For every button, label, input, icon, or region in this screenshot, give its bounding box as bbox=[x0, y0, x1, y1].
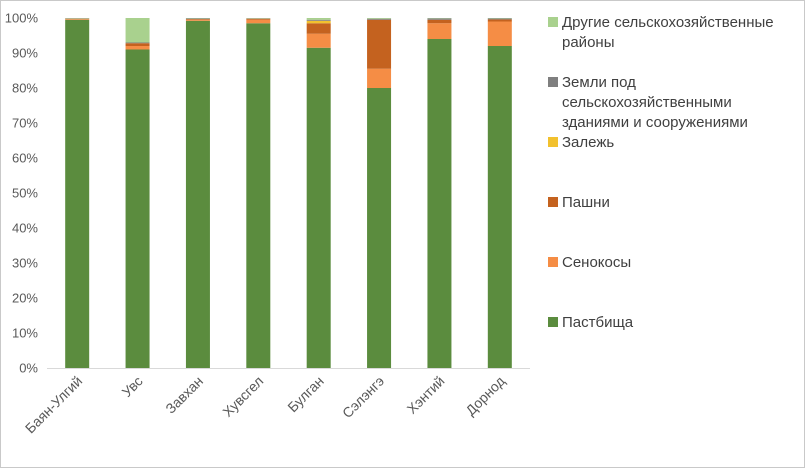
legend-item: Пастбища bbox=[548, 314, 634, 331]
bar-segment bbox=[306, 47, 331, 368]
y-tick-label: 80% bbox=[12, 81, 38, 96]
legend-item: Другие сельскохозяйственные районы bbox=[548, 14, 774, 51]
x-tick-label: Сэлэнгэ bbox=[339, 373, 387, 421]
bar-segment bbox=[246, 18, 271, 20]
legend-swatch bbox=[548, 137, 558, 147]
y-tick-label: 90% bbox=[12, 46, 38, 61]
bar-segment bbox=[125, 42, 150, 44]
bar-segment bbox=[65, 19, 90, 368]
legend-label: Пастбища bbox=[562, 314, 634, 331]
bar-segment bbox=[306, 19, 331, 21]
bar-segment bbox=[185, 18, 210, 20]
legend-swatch bbox=[548, 257, 558, 267]
legend-label: Залежь bbox=[562, 134, 614, 151]
legend-label: Земли под bbox=[562, 74, 636, 91]
bar-segment bbox=[125, 18, 150, 43]
legend-item: Сенокосы bbox=[548, 254, 631, 271]
legend-label: зданиями и сооружениями bbox=[562, 114, 748, 131]
y-tick-label: 70% bbox=[12, 116, 38, 131]
legend-item: Пашни bbox=[548, 194, 610, 211]
x-tick-label: Хувсгел bbox=[219, 373, 266, 420]
bar-segment bbox=[427, 19, 452, 24]
bar-segment bbox=[125, 49, 150, 368]
x-tick-label: Завхан bbox=[162, 373, 206, 417]
y-tick-label: 40% bbox=[12, 221, 38, 236]
legend-label: сельскохозяйственными bbox=[562, 94, 732, 111]
bar-segment bbox=[487, 19, 512, 22]
legend-label: Пашни bbox=[562, 194, 610, 211]
bar-segment bbox=[367, 19, 392, 69]
bar-stacks bbox=[65, 18, 512, 369]
legend-swatch bbox=[548, 317, 558, 327]
bar-segment bbox=[367, 18, 392, 19]
x-tick-label: Хэнтий bbox=[404, 373, 448, 417]
x-tick-label: Булган bbox=[284, 373, 326, 415]
legend: Другие сельскохозяйственные районы Земли п… bbox=[548, 14, 774, 331]
bar-segment bbox=[65, 19, 90, 20]
bar-segment bbox=[246, 19, 271, 24]
bar-segment bbox=[367, 88, 392, 368]
bar-segment bbox=[125, 43, 150, 46]
legend-label: Другие сельскохозяйственные bbox=[562, 14, 774, 31]
x-tick-label: Дорнод bbox=[462, 373, 508, 419]
bar-segment bbox=[367, 18, 392, 20]
bar-segment bbox=[487, 46, 512, 368]
bar-segment bbox=[185, 19, 210, 21]
legend-swatch bbox=[548, 17, 558, 27]
bar-segment bbox=[427, 39, 452, 368]
y-tick-label: 20% bbox=[12, 291, 38, 306]
bar-segment bbox=[306, 23, 331, 34]
y-tick-label: 30% bbox=[12, 256, 38, 271]
bar-segment bbox=[487, 18, 512, 20]
y-tick-label: 0% bbox=[19, 361, 38, 376]
bar-segment bbox=[125, 46, 150, 50]
y-tick-label: 50% bbox=[12, 186, 38, 201]
x-tick-label: Увс bbox=[119, 373, 146, 400]
bar-segment bbox=[427, 23, 452, 39]
legend-swatch bbox=[548, 197, 558, 207]
legend-label: районы bbox=[562, 34, 614, 51]
bar-segment bbox=[427, 18, 452, 20]
bar-segment bbox=[246, 23, 271, 368]
bar-segment bbox=[306, 18, 331, 20]
legend-item: Земли под сельскохозяйственными зданиями и… bbox=[548, 74, 748, 131]
bar-segment bbox=[185, 19, 210, 20]
legend-item: Залежь bbox=[548, 134, 614, 151]
y-tick-label: 10% bbox=[12, 326, 38, 341]
y-tick-label: 60% bbox=[12, 151, 38, 166]
y-axis: 0% 10% 20% 30% 40% 50% 60% 70% 80% 90% 100% bbox=[5, 11, 39, 376]
bar-segment bbox=[306, 20, 331, 24]
bar-segment bbox=[367, 68, 392, 88]
bar-segment bbox=[185, 20, 210, 369]
legend-swatch bbox=[548, 77, 558, 87]
bar-segment bbox=[306, 33, 331, 48]
legend-label: Сенокосы bbox=[562, 254, 631, 271]
x-tick-label: Баян-Улгий bbox=[22, 373, 86, 437]
y-tick-label: 100% bbox=[5, 11, 39, 26]
bar-segment bbox=[487, 21, 512, 46]
x-axis: Баян-Улгий Увс Завхан Хувсгел Булган Сэлэнгэ Х… bbox=[22, 368, 530, 437]
